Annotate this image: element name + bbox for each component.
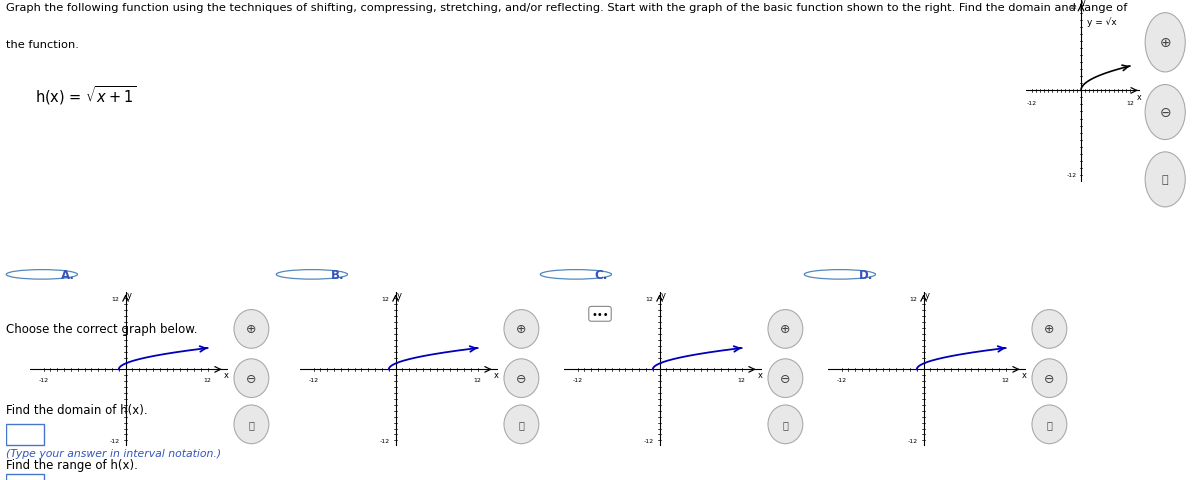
Text: ⊕: ⊕ xyxy=(246,323,257,336)
Circle shape xyxy=(768,359,803,398)
Text: ⊖: ⊖ xyxy=(780,372,791,385)
Text: ⊕: ⊕ xyxy=(1159,36,1171,50)
Text: ⊖: ⊖ xyxy=(1044,372,1055,385)
Circle shape xyxy=(234,310,269,348)
FancyBboxPatch shape xyxy=(6,474,44,480)
Text: Find the domain of h(x).: Find the domain of h(x). xyxy=(6,403,148,416)
Text: 12: 12 xyxy=(474,377,481,382)
Text: Graph the following function using the techniques of shifting, compressing, stre: Graph the following function using the t… xyxy=(6,3,1127,13)
Text: -12: -12 xyxy=(836,377,847,382)
Text: ⊖: ⊖ xyxy=(1159,106,1171,120)
Text: y: y xyxy=(1081,0,1086,7)
Text: 12: 12 xyxy=(1002,377,1009,382)
Text: ⊕: ⊕ xyxy=(516,323,527,336)
Circle shape xyxy=(1032,359,1067,398)
Circle shape xyxy=(234,359,269,398)
Text: y: y xyxy=(925,290,930,299)
Text: B.: B. xyxy=(331,268,344,281)
Text: x: x xyxy=(758,371,763,379)
Text: -12: -12 xyxy=(308,377,319,382)
Circle shape xyxy=(504,310,539,348)
Text: 12: 12 xyxy=(204,377,211,382)
Text: Find the range of h(x).: Find the range of h(x). xyxy=(6,458,138,471)
Text: ⊕: ⊕ xyxy=(780,323,791,336)
Text: -12: -12 xyxy=(572,377,583,382)
Text: C.: C. xyxy=(595,268,608,281)
Text: y: y xyxy=(127,290,132,299)
Text: x: x xyxy=(494,371,499,379)
Text: -12: -12 xyxy=(379,438,390,443)
Text: 12: 12 xyxy=(910,296,918,301)
Circle shape xyxy=(768,405,803,444)
Text: •••: ••• xyxy=(592,309,608,319)
Circle shape xyxy=(768,310,803,348)
Circle shape xyxy=(234,405,269,444)
Text: 12: 12 xyxy=(738,377,745,382)
Text: -12: -12 xyxy=(109,438,120,443)
Text: ⊖: ⊖ xyxy=(246,372,257,385)
Text: ⧉: ⧉ xyxy=(518,420,524,430)
Text: ⊖: ⊖ xyxy=(516,372,527,385)
Text: the function.: the function. xyxy=(6,40,79,50)
Text: 12: 12 xyxy=(112,296,120,301)
Text: 12: 12 xyxy=(1069,4,1078,10)
Text: h(x) = $\sqrt{x+1}$: h(x) = $\sqrt{x+1}$ xyxy=(35,84,136,107)
Text: y: y xyxy=(397,290,402,299)
Text: x: x xyxy=(224,371,229,379)
Text: y: y xyxy=(661,290,666,299)
Text: x: x xyxy=(1022,371,1027,379)
Circle shape xyxy=(504,359,539,398)
Text: y = √x: y = √x xyxy=(1087,17,1117,26)
Text: 12: 12 xyxy=(646,296,654,301)
Text: D.: D. xyxy=(859,268,874,281)
Text: -12: -12 xyxy=(1027,100,1037,105)
Text: 12: 12 xyxy=(1126,100,1134,105)
Text: -12: -12 xyxy=(643,438,654,443)
Text: ⊕: ⊕ xyxy=(1044,323,1055,336)
Text: -12: -12 xyxy=(1067,173,1078,178)
Circle shape xyxy=(1032,310,1067,348)
Text: x: x xyxy=(1136,93,1141,102)
Circle shape xyxy=(1145,153,1186,207)
Circle shape xyxy=(1032,405,1067,444)
Text: A.: A. xyxy=(61,268,74,281)
FancyBboxPatch shape xyxy=(6,424,44,445)
Text: (Type your answer in interval notation.): (Type your answer in interval notation.) xyxy=(6,448,221,458)
Text: ⧉: ⧉ xyxy=(248,420,254,430)
Circle shape xyxy=(504,405,539,444)
Text: ⧉: ⧉ xyxy=(1046,420,1052,430)
Circle shape xyxy=(1145,85,1186,140)
Text: Choose the correct graph below.: Choose the correct graph below. xyxy=(6,322,198,336)
Text: -12: -12 xyxy=(907,438,918,443)
Circle shape xyxy=(1145,13,1186,73)
Text: -12: -12 xyxy=(38,377,49,382)
Text: ⧉: ⧉ xyxy=(782,420,788,430)
Text: ⧉: ⧉ xyxy=(1162,175,1169,185)
Text: 12: 12 xyxy=(382,296,390,301)
